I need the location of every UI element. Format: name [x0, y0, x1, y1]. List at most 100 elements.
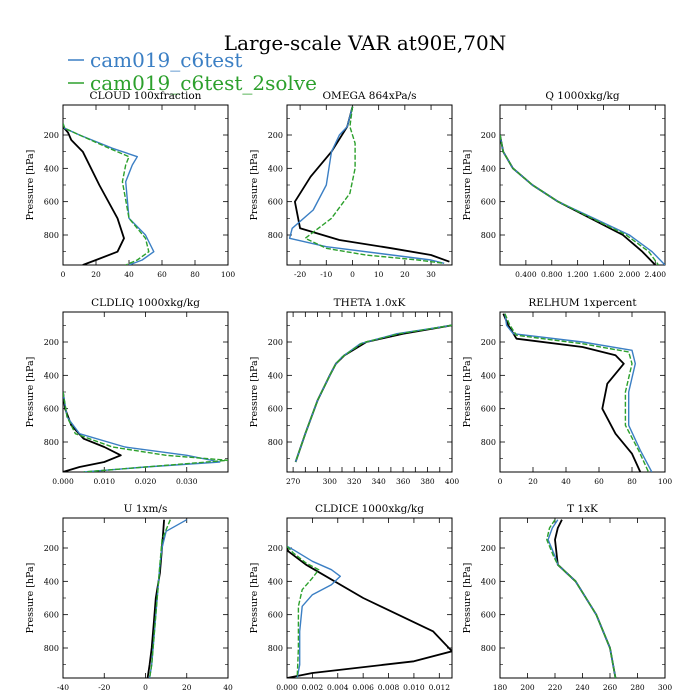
panel-3: CLDLIQ 1000xkg/kg Pressure [hPa] 200 400 600… [25, 297, 229, 486]
series-group [288, 106, 450, 264]
series-line-test2 [500, 134, 660, 265]
series-line-control [63, 391, 122, 472]
x-tick-label: 0 [143, 683, 148, 692]
panel-title: U 1xm/s [124, 503, 168, 515]
y-tick-label: 800 [268, 644, 283, 653]
y-tick-label: 400 [44, 577, 59, 586]
x-tick-label: 0.008 [378, 683, 400, 692]
y-tick-label: 200 [481, 544, 496, 553]
x-tick-label: 240 [575, 683, 590, 692]
series-group [63, 391, 228, 472]
x-tick-label: 1.600 [593, 270, 615, 279]
x-tick-label: 0.006 [352, 683, 374, 692]
panel-2: Q 1000xkg/kg Pressure [hPa] 200 400 600 800 0.… [462, 90, 666, 279]
y-tick-label: 600 [268, 405, 283, 414]
panel-frame [286, 311, 453, 473]
figure-title: Large-scale VAR at90E,70N [224, 31, 506, 55]
y-tick-label: 400 [481, 371, 496, 380]
panel-title: T 1xK [567, 503, 598, 515]
series-line-test2 [504, 313, 650, 472]
panel-frame [62, 517, 229, 679]
series-line-control [63, 126, 125, 265]
y-axis-label: Pressure [hPa] [462, 150, 473, 221]
panel-title: RELHUM 1xpercent [528, 297, 637, 309]
x-tick-label: 80 [627, 477, 637, 486]
x-tick-label: -20 [294, 270, 306, 279]
x-tick-label: -20 [98, 683, 110, 692]
x-tick-label: 400 [445, 477, 460, 486]
panel-7: CLDICE 1000xkg/kg Pressure [hPa] 200 400 600… [249, 503, 453, 692]
x-tick-label: 270 [286, 477, 301, 486]
x-tick-label: 20 [528, 477, 538, 486]
x-tick-label: 60 [157, 270, 167, 279]
series-line-test [287, 545, 341, 678]
x-tick-label: 0.012 [429, 683, 451, 692]
series-line-test [288, 106, 445, 264]
y-tick-label: 400 [44, 371, 59, 380]
x-tick-label: 20 [91, 270, 101, 279]
series-group [546, 519, 617, 678]
x-tick-label: 0.800 [541, 270, 563, 279]
series-group [146, 519, 188, 678]
y-tick-label: 800 [268, 438, 283, 447]
y-tick-label: 600 [44, 611, 59, 620]
y-tick-label: 800 [268, 231, 283, 240]
panel-frame [499, 517, 666, 679]
x-tick-label: 20 [182, 683, 192, 692]
x-tick-label: 2.000 [619, 270, 641, 279]
series-line-control [293, 106, 450, 263]
x-tick-label: 10 [374, 270, 384, 279]
y-tick-label: 400 [481, 577, 496, 586]
series-line-test2 [304, 106, 445, 264]
y-axis-label: Pressure [hPa] [249, 563, 260, 634]
y-tick-label: 200 [44, 544, 59, 553]
series-line-test2 [63, 123, 150, 265]
y-axis-label: Pressure [hPa] [25, 563, 36, 634]
series-line-test [547, 519, 617, 678]
x-tick-label: 220 [548, 683, 563, 692]
series-line-control [502, 313, 642, 472]
x-tick-label: 0 [350, 270, 355, 279]
y-tick-label: 600 [268, 611, 283, 620]
panel-frame [286, 104, 453, 266]
series-line-test2 [546, 519, 617, 678]
series-line-control [287, 547, 452, 678]
x-tick-label: 60 [594, 477, 604, 486]
y-tick-label: 600 [44, 405, 59, 414]
y-tick-label: 800 [44, 231, 59, 240]
panel-title: CLOUD 100xfraction [90, 90, 202, 102]
y-tick-label: 800 [44, 644, 59, 653]
panel-title: CLDICE 1000xkg/kg [315, 503, 424, 515]
panel-8: T 1xK Pressure [hPa] 200 400 600 800 180 200 220… [462, 503, 672, 692]
x-tick-label: 0.020 [135, 477, 157, 486]
panel-frame [286, 517, 453, 679]
y-axis-label: Pressure [hPa] [25, 150, 36, 221]
x-tick-label: 280 [630, 683, 645, 692]
x-tick-label: 380 [420, 477, 435, 486]
x-tick-label: 300 [658, 683, 673, 692]
y-axis-label: Pressure [hPa] [462, 563, 473, 634]
series-group [294, 324, 452, 463]
series-line-test [504, 313, 653, 472]
series-group [502, 313, 653, 472]
y-axis-label: Pressure [hPa] [249, 357, 260, 428]
series-line-test2 [148, 519, 171, 678]
panel-title: OMEGA 864xPa/s [322, 90, 416, 102]
x-tick-label: 0.000 [52, 477, 74, 486]
series-line-control [294, 324, 452, 463]
y-tick-label: 200 [268, 338, 283, 347]
x-tick-label: 340 [372, 477, 387, 486]
panel-frame [499, 104, 666, 266]
panel-frame [62, 104, 229, 266]
x-tick-label: 20 [400, 270, 410, 279]
y-axis-label: Pressure [hPa] [462, 357, 473, 428]
panel-4: THETA 1.0xK Pressure [hPa] 200 400 600 800 270… [249, 297, 459, 486]
series-line-test [63, 391, 221, 472]
x-tick-label: 2.400 [645, 270, 667, 279]
x-tick-label: -10 [320, 270, 332, 279]
y-tick-label: 200 [44, 338, 59, 347]
series-group [500, 134, 665, 265]
